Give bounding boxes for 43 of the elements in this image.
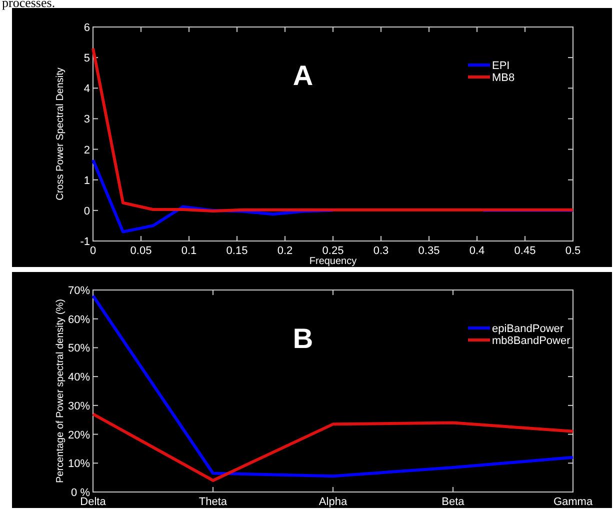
- x-tick-label: 0.35: [418, 245, 440, 257]
- y-tick-label: 2: [84, 144, 90, 156]
- x-tick-label: Delta: [80, 496, 107, 508]
- y-tick-label: 40%: [68, 372, 90, 384]
- x-tick-label: 0.3: [373, 245, 389, 257]
- y-tick-label: 20%: [68, 429, 90, 442]
- y-axis-title: Cross Power Spectral Density: [55, 68, 66, 200]
- x-tick-label: 0.4: [469, 245, 485, 257]
- line-series: [92, 294, 574, 478]
- x-tick-label: 0.1: [181, 245, 197, 257]
- x-tick-label: 0.25: [322, 245, 344, 257]
- x-tick-label: 0.05: [130, 245, 152, 257]
- x-tick-label: 0.2: [277, 245, 293, 257]
- x-tick-label: Beta: [442, 496, 466, 508]
- y-tick-label: 6: [84, 22, 90, 34]
- y-tick-label: 1: [84, 174, 90, 187]
- y-tick-label: 0: [84, 205, 90, 218]
- annotation: B: [292, 323, 314, 354]
- x-tick-label: Alpha: [318, 496, 348, 508]
- annotation: A: [292, 60, 314, 91]
- legend-label: epiBandPower: [492, 323, 564, 335]
- y-tick-label: 30%: [68, 400, 90, 412]
- line-series: [92, 412, 574, 482]
- text: processes.: [2, 0, 56, 10]
- line-series: [92, 46, 574, 213]
- y-tick-label: 50%: [68, 342, 90, 355]
- y-tick-label: -1: [80, 236, 90, 248]
- legend-label: MB8: [492, 72, 515, 84]
- y-tick-label: 10%: [68, 458, 90, 470]
- y-tick-label: 5: [84, 52, 90, 65]
- y-axis-title: Percentage of Power spectral density (%): [55, 299, 66, 483]
- x-tick-label: Gamma: [553, 496, 594, 508]
- x-tick-label: 0.15: [226, 245, 248, 257]
- legend-label: mb8BandPower: [492, 335, 571, 347]
- x-tick-label: Theta: [198, 496, 228, 508]
- y-tick-label: 60%: [68, 314, 90, 326]
- y-tick-label: 3: [84, 114, 90, 126]
- y-tick-label: 4: [84, 83, 90, 96]
- legend-label: EPI: [492, 60, 510, 72]
- x-axis-title: Frequency: [309, 256, 357, 267]
- x-tick-label: 0.45: [514, 245, 536, 257]
- y-tick-label: 70%: [68, 285, 90, 297]
- x-tick-label: 0.5: [565, 245, 581, 257]
